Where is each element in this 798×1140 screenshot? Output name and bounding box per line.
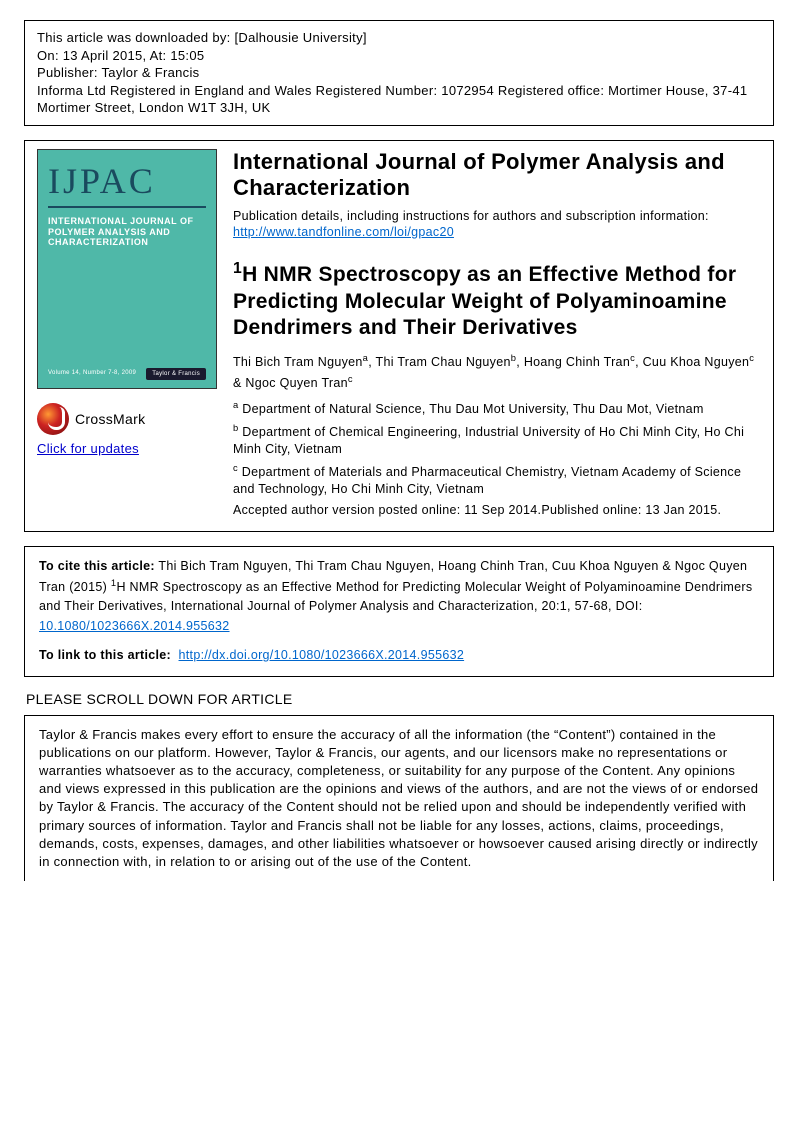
cite-label: To cite this article:: [39, 559, 155, 573]
author-name: Ngoc Quyen Tran: [245, 376, 347, 390]
affiliation-c: c Department of Materials and Pharmaceut…: [233, 462, 761, 498]
crossmark[interactable]: CrossMark: [37, 403, 217, 435]
author-aff: a: [363, 353, 369, 363]
journal-cover: IJPAC INTERNATIONAL JOURNAL OF POLYMER A…: [37, 149, 217, 389]
citation-paragraph: To cite this article: Thi Bich Tram Nguy…: [39, 557, 759, 637]
author-aff: b: [511, 353, 517, 363]
disclaimer-text: Taylor & Francis makes every effort to e…: [39, 727, 758, 869]
crossmark-icon: [37, 403, 69, 435]
publisher: Publisher: Taylor & Francis: [37, 64, 761, 82]
downloaded-by: This article was downloaded by: [Dalhous…: [37, 29, 761, 47]
title-superscript: 1: [233, 260, 242, 277]
citation-box: To cite this article: Thi Bich Tram Nguy…: [24, 546, 774, 677]
author-list: Thi Bich Tram Nguyena, Thi Tram Chau Ngu…: [233, 351, 761, 393]
pub-details-label: Publication details, including instructi…: [233, 209, 709, 223]
affiliation-a: a Department of Natural Science, Thu Dau…: [233, 399, 761, 418]
cover-logo: IJPAC: [48, 160, 206, 208]
title-text: H NMR Spectroscopy as an Effective Metho…: [233, 263, 736, 339]
posted-online: Accepted author version posted online: 1…: [233, 502, 761, 519]
left-column: IJPAC INTERNATIONAL JOURNAL OF POLYMER A…: [37, 149, 217, 523]
publisher-badge: Taylor & Francis: [146, 368, 206, 380]
registered-office: Informa Ltd Registered in England and Wa…: [37, 82, 761, 117]
author-name: Cuu Khoa Nguyen: [643, 355, 750, 369]
author-name: Hoang Chinh Tran: [524, 355, 630, 369]
cover-title: INTERNATIONAL JOURNAL OF POLYMER ANALYSI…: [48, 216, 206, 248]
journal-title: International Journal of Polymer Analysi…: [233, 149, 761, 202]
publication-details: Publication details, including instructi…: [233, 208, 761, 242]
article-title: 1H NMR Spectroscopy as an Effective Meth…: [233, 259, 761, 341]
updates-link[interactable]: Click for updates: [37, 441, 217, 456]
author-aff: c: [749, 353, 754, 363]
doi-link[interactable]: 10.1080/1023666X.2014.955632: [39, 619, 230, 633]
author-name: Thi Tram Chau Nguyen: [376, 355, 511, 369]
download-date: On: 13 April 2015, At: 15:05: [37, 47, 761, 65]
article-link[interactable]: http://dx.doi.org/10.1080/1023666X.2014.…: [179, 648, 465, 662]
affiliation-b: b Department of Chemical Engineering, In…: [233, 422, 761, 458]
affiliation-text: Department of Natural Science, Thu Dau M…: [242, 402, 703, 416]
cover-volume: Volume 14, Number 7-8, 2009: [48, 370, 136, 377]
crossmark-label: CrossMark: [75, 411, 145, 427]
cite-details: H NMR Spectroscopy as an Effective Metho…: [39, 580, 752, 613]
author-name: Thi Bich Tram Nguyen: [233, 355, 363, 369]
affiliation-text: Department of Chemical Engineering, Indu…: [233, 425, 744, 456]
author-aff: c: [630, 353, 635, 363]
disclaimer-box: Taylor & Francis makes every effort to e…: [24, 715, 774, 882]
affiliation-text: Department of Materials and Pharmaceutic…: [233, 465, 741, 496]
right-column: International Journal of Polymer Analysi…: [233, 149, 761, 523]
link-paragraph: To link to this article: http://dx.doi.o…: [39, 646, 759, 665]
article-info-box: IJPAC INTERNATIONAL JOURNAL OF POLYMER A…: [24, 140, 774, 532]
journal-url-link[interactable]: http://www.tandfonline.com/loi/gpac20: [233, 225, 454, 239]
link-label: To link to this article:: [39, 648, 171, 662]
author-aff: c: [348, 374, 353, 384]
scroll-instruction: PLEASE SCROLL DOWN FOR ARTICLE: [26, 691, 774, 707]
download-info-box: This article was downloaded by: [Dalhous…: [24, 20, 774, 126]
